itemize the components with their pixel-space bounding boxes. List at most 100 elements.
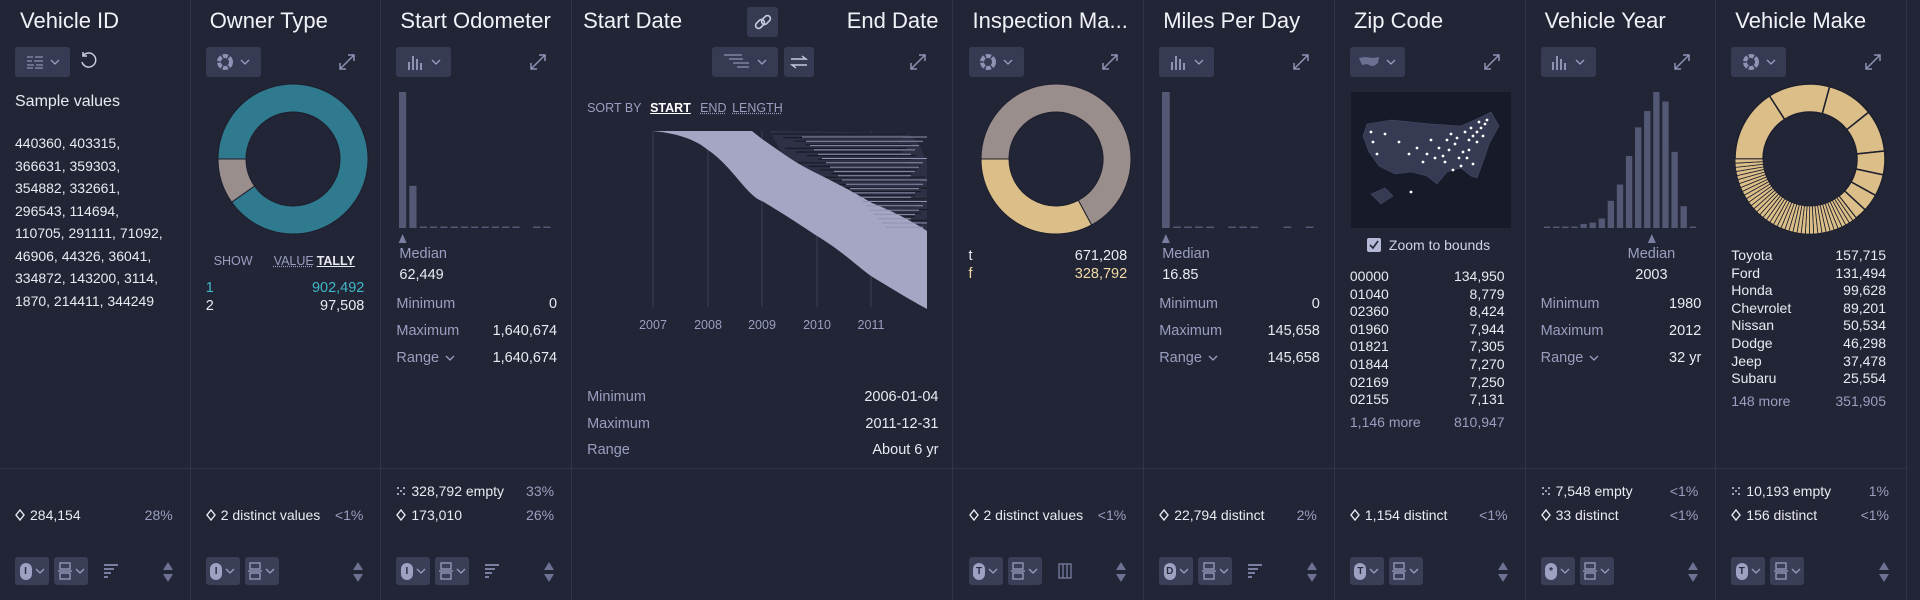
value-list-row[interactable]: 01040 8,779 — [1350, 286, 1505, 302]
value-list-row[interactable]: 01844 7,270 — [1350, 356, 1505, 372]
histogram-bar[interactable] — [1173, 226, 1181, 229]
display-format-dropdown[interactable] — [435, 557, 470, 585]
histogram-bar[interactable] — [1570, 226, 1578, 229]
histogram-bar[interactable] — [1625, 155, 1632, 228]
data-type-dropdown[interactable]: T — [968, 557, 1003, 585]
histogram-bar[interactable] — [1239, 226, 1248, 229]
value-list-row[interactable]: 01960 7,944 — [1350, 321, 1505, 337]
zoom-to-bounds-checkbox[interactable]: Zoom to bounds — [1366, 237, 1490, 253]
histogram-bar[interactable] — [1670, 151, 1678, 228]
histogram-bar[interactable] — [1589, 222, 1596, 228]
visualization-dropdown[interactable] — [712, 47, 779, 77]
sort-lines-icon[interactable] — [485, 563, 500, 579]
data-type-dropdown[interactable]: T — [1731, 557, 1766, 585]
visualization-dropdown[interactable] — [1159, 47, 1215, 77]
visualization-dropdown[interactable] — [968, 47, 1024, 77]
histogram-bar[interactable] — [543, 226, 551, 229]
sort-lines-icon[interactable] — [1248, 563, 1263, 579]
expand-icon[interactable] — [1482, 52, 1502, 72]
histogram-bar[interactable] — [1184, 226, 1193, 229]
legend-row-f[interactable]: f 328,792 — [969, 266, 1128, 282]
sort-option-start[interactable]: START — [650, 101, 691, 115]
visualization-dropdown[interactable] — [205, 47, 261, 77]
value-list-row[interactable]: Toyota 157,715 — [1731, 247, 1886, 263]
more-values-link[interactable]: 1,146 more — [1349, 413, 1421, 430]
sort-up-down-icon[interactable] — [1687, 561, 1699, 583]
summary-range[interactable]: Range 1,640,674 — [396, 350, 557, 366]
donut-slice-2[interactable] — [217, 158, 255, 203]
histogram-bar[interactable] — [399, 92, 407, 228]
histogram-bar[interactable] — [1652, 92, 1660, 228]
histogram-bar[interactable] — [1228, 226, 1237, 229]
histogram-bar[interactable] — [1195, 226, 1204, 229]
histogram-bar[interactable] — [1661, 101, 1669, 228]
histogram-bar[interactable] — [512, 226, 521, 229]
visualization-dropdown[interactable] — [1349, 47, 1405, 77]
donut-slice-other[interactable] — [1734, 158, 1764, 164]
histogram-bar[interactable] — [1607, 200, 1614, 228]
data-type-dropdown[interactable]: T — [1349, 557, 1384, 585]
display-format-dropdown[interactable] — [1388, 557, 1423, 585]
histogram-bar[interactable] — [1680, 206, 1687, 228]
value-list-row[interactable]: 00000 134,950 — [1350, 268, 1505, 284]
legend-row-t[interactable]: t 671,208 — [969, 248, 1128, 264]
display-format-dropdown[interactable] — [1770, 557, 1805, 585]
sort-up-down-icon[interactable] — [1306, 561, 1318, 583]
visualization-dropdown[interactable] — [396, 47, 452, 77]
sort-up-down-icon[interactable] — [543, 561, 555, 583]
sort-up-down-icon[interactable] — [1497, 561, 1509, 583]
value-list-row[interactable]: Dodge 46,298 — [1731, 335, 1886, 351]
value-list-row[interactable]: 02155 7,131 — [1350, 391, 1505, 407]
link-button[interactable] — [747, 7, 779, 37]
show-tally-toggle[interactable]: TALLY — [316, 254, 355, 268]
histogram-bar[interactable] — [420, 226, 428, 229]
histogram-bar[interactable] — [533, 226, 541, 229]
summary-range[interactable]: Range 145,658 — [1159, 350, 1320, 366]
expand-icon[interactable] — [1672, 52, 1692, 72]
histogram-bar[interactable] — [440, 226, 448, 229]
summary-range[interactable]: Range 32 yr — [1541, 350, 1702, 366]
visualization-dropdown[interactable] — [1731, 47, 1787, 77]
histogram-bar[interactable] — [1543, 226, 1550, 229]
histogram-bar[interactable] — [1616, 184, 1623, 228]
data-type-dropdown[interactable]: I — [396, 557, 431, 585]
data-type-dropdown[interactable]: * — [1540, 557, 1575, 585]
legend-row-1[interactable]: 1 902,492 — [206, 280, 365, 296]
display-format-dropdown[interactable] — [1007, 557, 1042, 585]
sort-up-down-icon[interactable] — [352, 561, 364, 583]
display-format-dropdown[interactable] — [54, 557, 88, 585]
display-format-dropdown[interactable] — [244, 557, 279, 585]
histogram-bar[interactable] — [1305, 226, 1314, 229]
histogram-bar[interactable] — [450, 226, 459, 229]
histogram-bar[interactable] — [409, 185, 417, 228]
data-type-dropdown[interactable]: D — [1159, 557, 1194, 585]
histogram-bar[interactable] — [1598, 218, 1605, 228]
histogram-bar[interactable] — [461, 226, 469, 229]
more-values-row[interactable]: 148 more 351,905 — [1731, 393, 1886, 409]
show-value-toggle[interactable]: VALUE — [273, 254, 314, 268]
sort-up-down-icon[interactable] — [1878, 561, 1890, 583]
histogram-bar[interactable] — [430, 226, 438, 229]
more-values-link[interactable]: 148 more — [1731, 392, 1791, 409]
swap-button[interactable] — [784, 47, 815, 77]
histogram-bar[interactable] — [1689, 226, 1696, 229]
histogram-bar[interactable] — [492, 226, 500, 229]
histogram-bar[interactable] — [1643, 111, 1651, 228]
data-type-dropdown[interactable]: I — [205, 557, 240, 585]
value-list-row[interactable]: Subaru 25,554 — [1731, 370, 1886, 386]
expand-icon[interactable] — [908, 52, 928, 72]
value-list-row[interactable]: 01821 7,305 — [1350, 338, 1505, 354]
histogram-bar[interactable] — [1162, 92, 1170, 228]
histogram-bar[interactable] — [1552, 226, 1560, 229]
expand-icon[interactable] — [337, 52, 357, 72]
display-format-dropdown[interactable] — [1579, 557, 1614, 585]
value-list-row[interactable]: Ford 131,494 — [1731, 265, 1886, 281]
zip-code-map[interactable] — [1350, 92, 1511, 228]
reset-icon[interactable] — [77, 49, 99, 71]
donut-slice-f[interactable] — [979, 158, 1092, 235]
donut-slice-1[interactable] — [217, 83, 369, 235]
more-values-row[interactable]: 1,146 more 810,947 — [1350, 414, 1505, 430]
visualization-dropdown[interactable] — [1540, 47, 1596, 77]
sort-option-length[interactable]: LENGTH — [732, 101, 783, 115]
expand-icon[interactable] — [1291, 52, 1311, 72]
